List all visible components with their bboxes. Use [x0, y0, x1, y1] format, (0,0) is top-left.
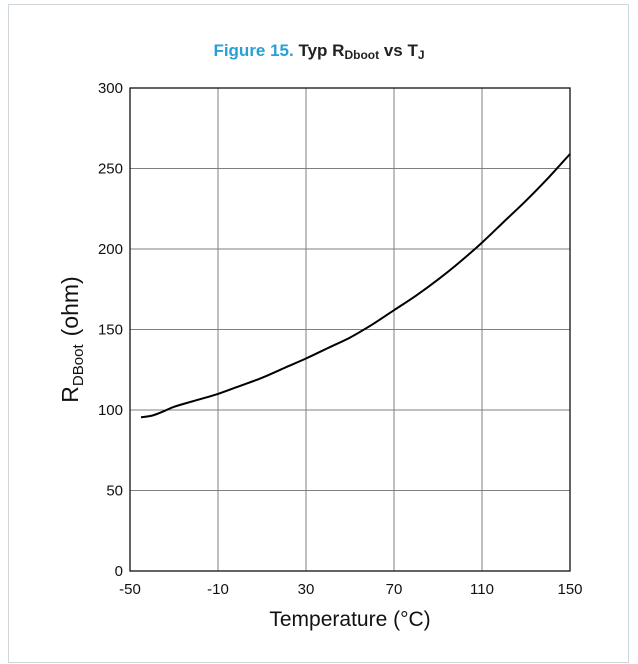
- x-tick-label: 150: [557, 581, 582, 598]
- y-axis-label: RDBoot (ohm): [57, 276, 87, 402]
- x-tick-label: 70: [386, 581, 403, 598]
- y-tick-label: 50: [106, 483, 123, 500]
- x-tick-label: 30: [298, 581, 315, 598]
- x-tick-label: -50: [119, 581, 141, 598]
- y-tick-label: 300: [98, 80, 123, 97]
- y-tick-label: 0: [115, 563, 123, 580]
- y-tick-label: 250: [98, 161, 123, 178]
- y-tick-label: 150: [98, 322, 123, 339]
- y-axis-label-main: R: [57, 386, 83, 403]
- x-tick-label: 110: [470, 581, 494, 598]
- x-tick-label: -10: [207, 581, 229, 598]
- rdboot-curve: [141, 154, 570, 417]
- x-tick-labels: -50 -10 30 70 110 150: [119, 581, 582, 598]
- y-tick-label: 200: [98, 241, 123, 258]
- y-axis-label-sub: DBoot: [70, 344, 87, 387]
- y-tick-labels: 0 50 100 150 200 250 300: [98, 80, 123, 580]
- grid-lines: [130, 88, 570, 571]
- x-axis-label: Temperature (°C): [269, 608, 430, 631]
- y-axis-label-unit: (ohm): [57, 276, 83, 336]
- y-tick-label: 100: [98, 402, 123, 419]
